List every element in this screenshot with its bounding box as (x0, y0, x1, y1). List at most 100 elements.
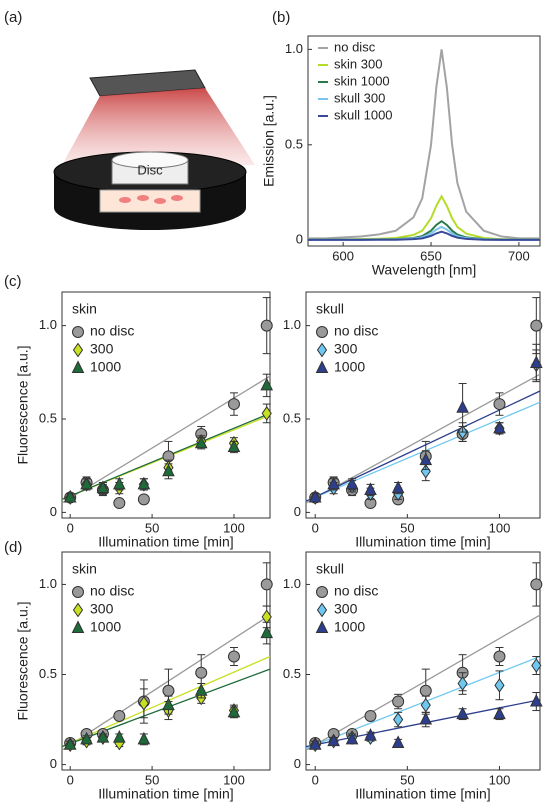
legend-marker (72, 602, 84, 618)
marker (260, 319, 273, 332)
marker (393, 712, 404, 727)
disc-label: Disc (137, 162, 163, 177)
legend-label: skin 1000 (334, 73, 390, 88)
marker (138, 695, 149, 711)
marker (493, 398, 506, 411)
marker (531, 658, 542, 673)
spectrum-line (308, 194, 540, 241)
marker (113, 709, 126, 722)
marker (419, 452, 433, 466)
spectrum-line (308, 230, 540, 241)
y-tick-label: 0 (294, 504, 301, 519)
marker (530, 578, 543, 591)
marker (494, 677, 505, 693)
plot-frame (305, 291, 541, 519)
fit-line (305, 373, 541, 504)
marker (227, 398, 240, 411)
plot-frame (61, 551, 271, 771)
marker (493, 420, 506, 434)
plot-frame (305, 551, 541, 771)
light-beam (62, 88, 255, 165)
marker (392, 695, 405, 708)
legend-marker (315, 360, 329, 373)
marker (113, 729, 126, 743)
panel-title: skull (316, 301, 344, 317)
marker (419, 711, 433, 725)
marker (530, 693, 543, 707)
x-tick-label: 0 (67, 772, 74, 787)
y-tick-label: 0 (50, 756, 57, 771)
marker (260, 578, 273, 591)
x-tick-label: 100 (489, 520, 511, 535)
y-tick-label: 1.0 (283, 317, 301, 332)
marker (327, 476, 340, 490)
marker (137, 493, 150, 506)
marker (493, 706, 506, 720)
x-tick-label: 50 (400, 772, 414, 787)
x-tick-label: 50 (145, 772, 159, 787)
well (99, 189, 201, 213)
marker (227, 704, 241, 718)
x-tick-label: 100 (223, 772, 245, 787)
legend-label: 1000 (90, 359, 121, 375)
x-tick-label: 0 (312, 772, 319, 787)
legend-label: 300 (90, 341, 114, 357)
fit-line (305, 390, 541, 502)
cell (171, 195, 183, 201)
marker (162, 463, 175, 477)
fit-line (61, 375, 271, 504)
marker (113, 497, 126, 510)
marker (63, 737, 77, 750)
panel-title: skin (72, 301, 97, 317)
panel-label: (c) (4, 273, 22, 290)
panel-label: (a) (4, 9, 22, 26)
marker (80, 731, 93, 745)
legend-label: 1000 (334, 619, 365, 635)
marker (345, 476, 359, 490)
legend-marker (316, 586, 328, 598)
marker (308, 489, 322, 503)
legend-label: skull 300 (334, 90, 385, 105)
spectrum-line (308, 49, 540, 240)
legend-label: 300 (334, 601, 358, 617)
marker (137, 731, 151, 745)
legend-label: skin 300 (334, 56, 382, 71)
x-tick-label: 100 (489, 772, 511, 787)
marker (457, 676, 468, 691)
legend-marker (316, 602, 328, 618)
panel-label: (d) (4, 539, 22, 556)
x-tick-label: 700 (508, 248, 530, 263)
x-tick-label: 650 (420, 248, 442, 263)
y-axis-label: Fluorescence [a.u.] (15, 345, 31, 464)
y-tick-label: 0.5 (283, 410, 301, 425)
panel-title: skull (316, 561, 344, 577)
x-axis-label: Illumination time [min] (98, 786, 233, 802)
legend-marker (315, 620, 329, 633)
marker (194, 435, 208, 449)
disc-top (111, 151, 189, 169)
marker (364, 728, 377, 741)
marker (530, 319, 543, 332)
marker (530, 355, 543, 368)
legend-marker (316, 342, 328, 358)
marker (261, 406, 272, 421)
y-axis-label: Fluorescence [a.u.] (15, 601, 31, 720)
cell (137, 195, 149, 201)
marker (227, 650, 240, 663)
y-tick-label: 0 (294, 756, 301, 771)
marker (364, 709, 377, 722)
legend-label: 300 (334, 341, 358, 357)
marker (227, 439, 241, 453)
legend-marker (71, 620, 85, 633)
marker (113, 476, 126, 490)
y-tick-label: 1.0 (39, 576, 57, 591)
marker (80, 476, 93, 490)
marker (63, 489, 77, 503)
illustration: Disc (53, 69, 255, 230)
y-tick-label: 0 (50, 504, 57, 519)
y-tick-label: 1.0 (285, 41, 303, 56)
panel-label: (b) (272, 9, 290, 26)
marker (162, 697, 175, 711)
